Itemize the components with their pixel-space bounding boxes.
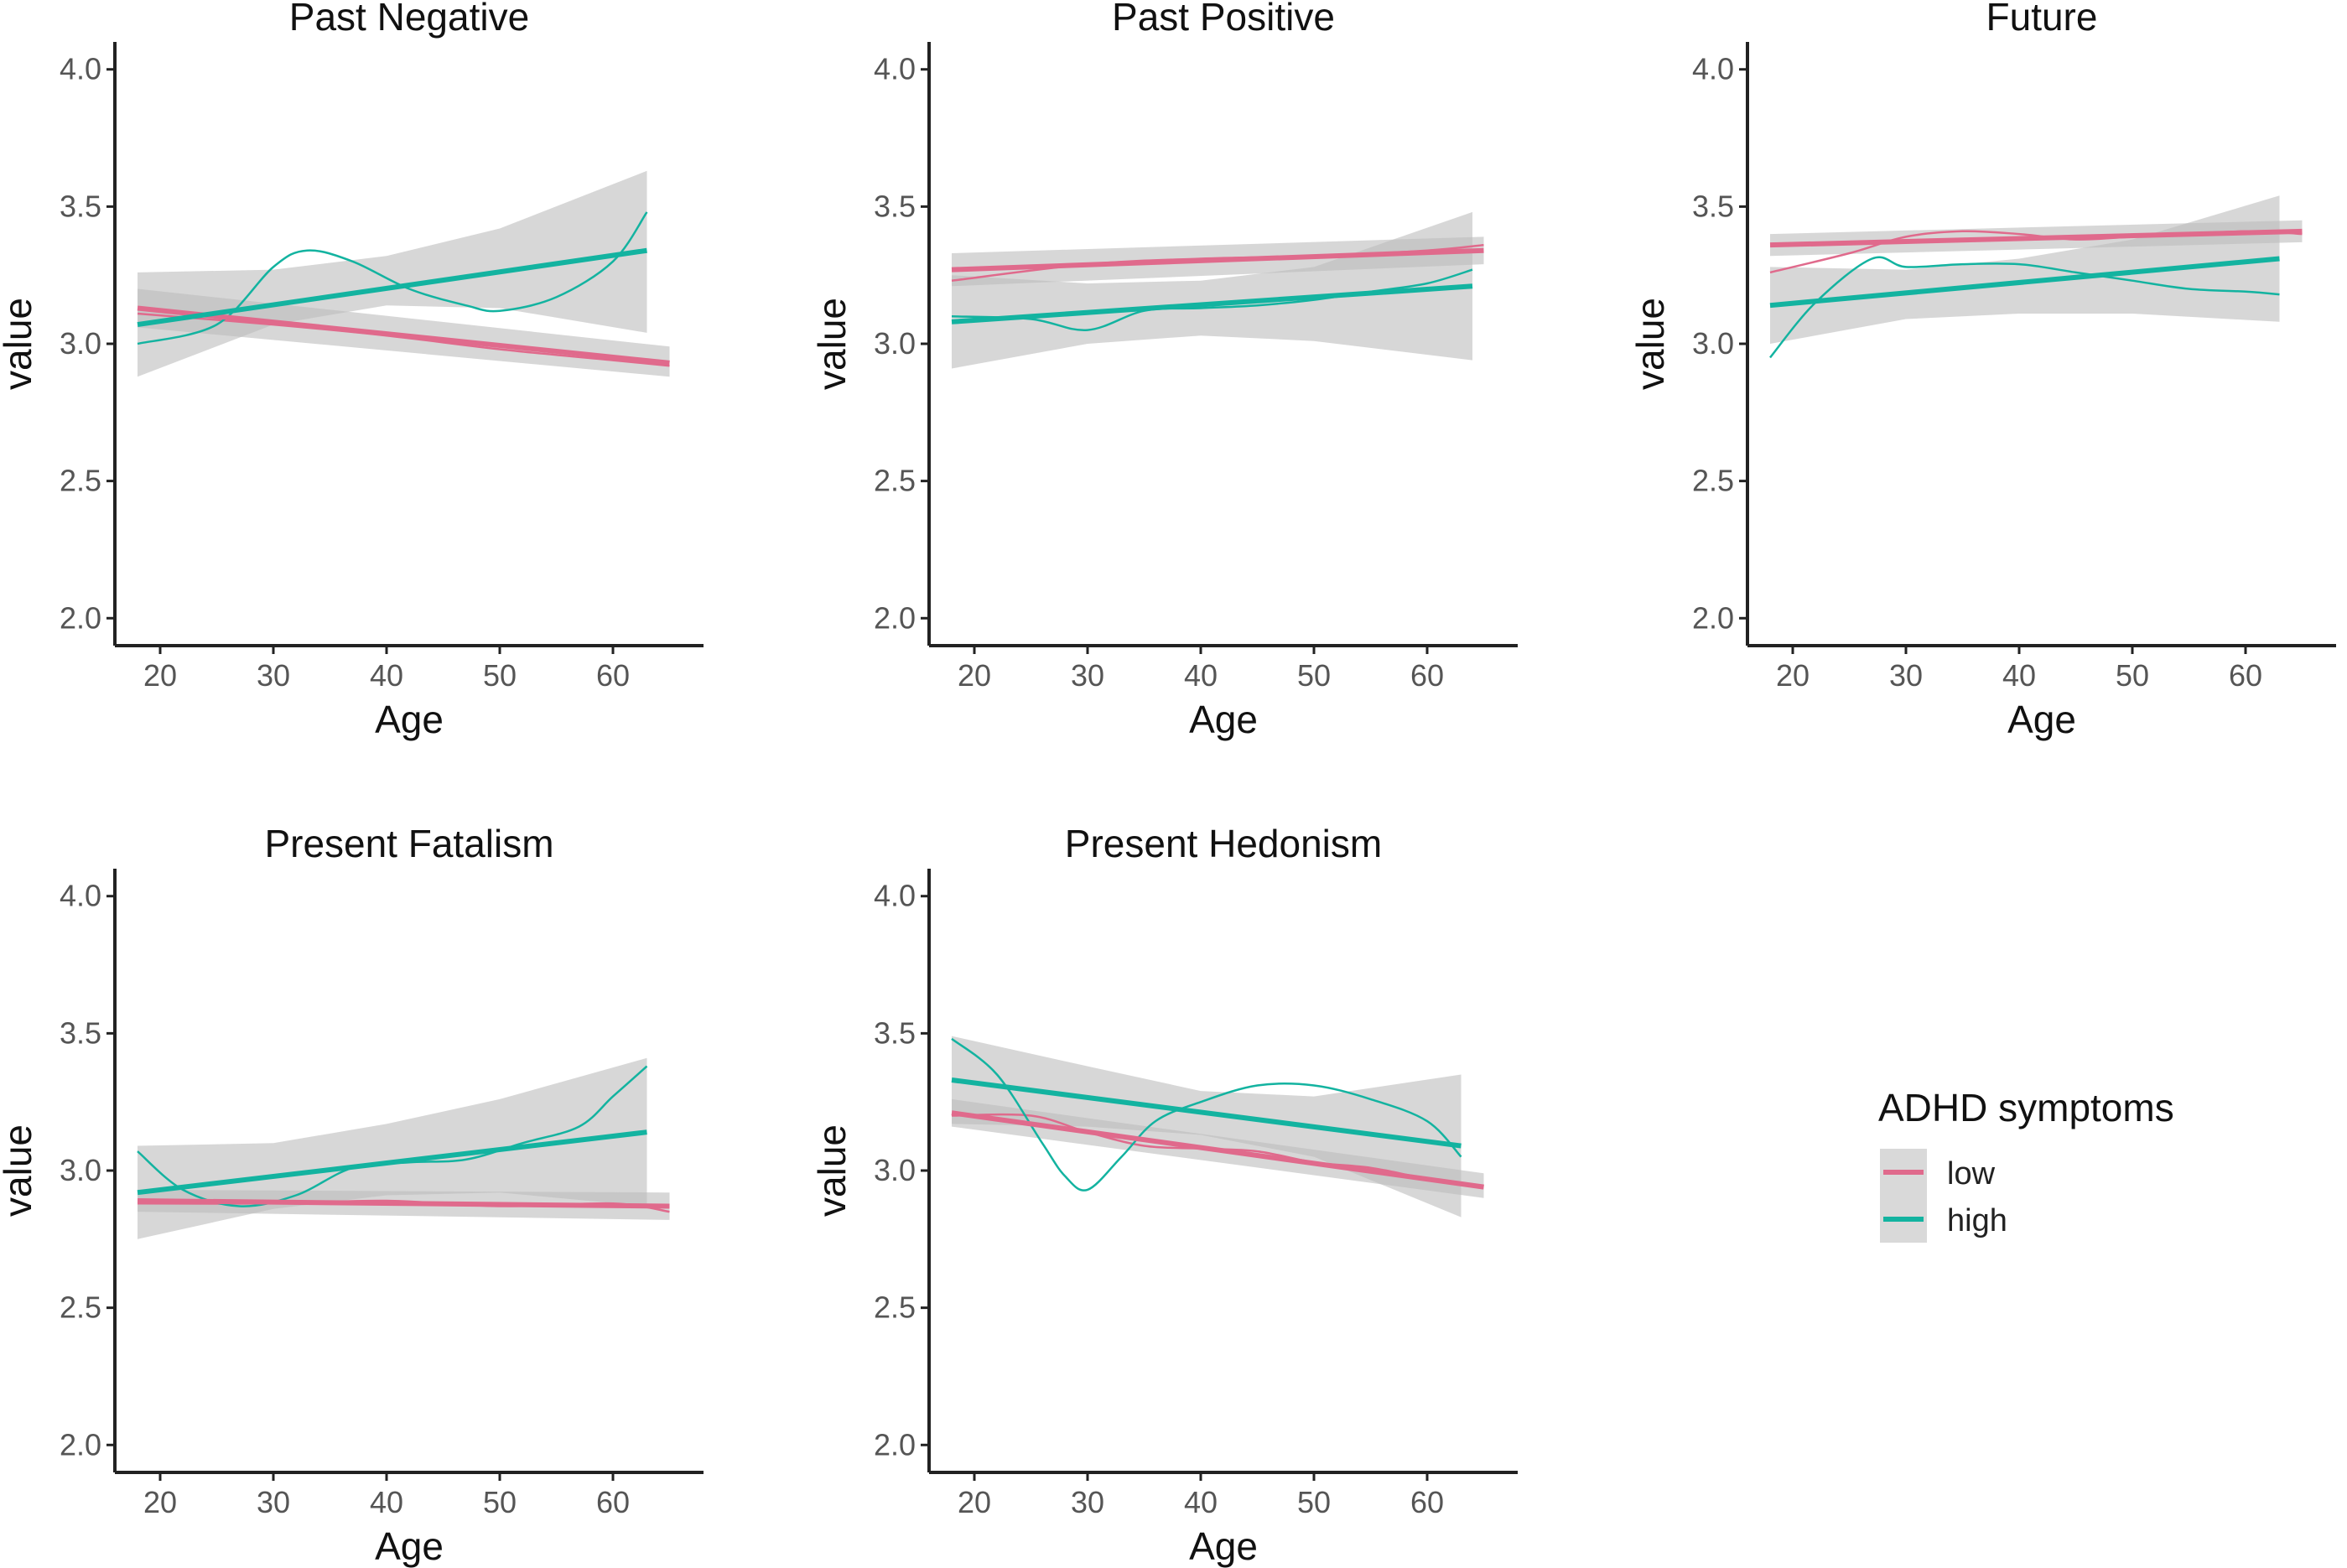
x-tick-label: 40	[1184, 1485, 1218, 1519]
x-axis-label: Age	[1189, 1524, 1258, 1568]
ci-band-high	[1770, 195, 2280, 344]
y-axis-label: value	[1628, 298, 1672, 390]
x-axis-label: Age	[2007, 698, 2076, 741]
x-tick-label: 60	[1410, 658, 1444, 693]
y-tick-label: 3.0	[874, 1153, 916, 1187]
trend-line-high	[951, 283, 1473, 325]
y-tick-label: 3.5	[874, 189, 916, 223]
loess-line-high	[951, 268, 1473, 331]
x-tick-label: 30	[1071, 1485, 1104, 1519]
panel-title: Future	[1986, 0, 2098, 39]
x-tick-label: 20	[958, 1485, 991, 1519]
trend-line-low	[137, 305, 670, 366]
panel-present-hedonism: Present Hedonism 2.0 2.5 3.0 3.5 4.0 20 30 40 50 6…	[810, 822, 1518, 1568]
y-tick-label: 4.0	[1692, 52, 1734, 86]
panel-present-fatalism: Present Fatalism 2.0 2.5 3.0 3.5 4.0 20 30 40 50 6…	[0, 822, 704, 1568]
x-tick-label: 60	[1410, 1485, 1444, 1519]
y-axis-label: value	[810, 298, 854, 390]
ci-band-low	[138, 288, 670, 377]
loess-line-high	[951, 1037, 1462, 1192]
x-tick-label: 40	[370, 658, 403, 693]
y-tick-label: 2.5	[60, 464, 101, 498]
panel-title: Past Negative	[289, 0, 529, 39]
y-tick-label: 3.5	[874, 1015, 916, 1050]
panel-future: Future 2.0 2.5 3.0 3.5 4.0 20 30 40 50 60 Age value	[1628, 0, 2336, 741]
y-tick-label: 3.5	[60, 189, 101, 223]
panel-title: Present Hedonism	[1065, 822, 1382, 865]
y-tick-label: 4.0	[60, 52, 101, 86]
y-tick-label: 2.5	[1692, 464, 1734, 498]
x-tick-label: 20	[143, 658, 177, 693]
panel-title: Present Fatalism	[264, 822, 553, 865]
y-axis-label: value	[0, 1124, 39, 1217]
y-tick-label: 2.5	[874, 1290, 916, 1325]
x-tick-label: 30	[257, 658, 290, 693]
y-tick-label: 2.0	[60, 1427, 101, 1462]
x-tick-label: 40	[1184, 658, 1218, 693]
x-tick-label: 50	[1297, 1485, 1331, 1519]
x-tick-label: 60	[596, 1485, 630, 1519]
x-axis-label: Age	[1189, 698, 1258, 741]
loess-line-high	[1769, 256, 2280, 359]
x-tick-label: 20	[958, 658, 991, 693]
y-tick-label: 2.0	[1692, 600, 1734, 635]
loess-line-high	[137, 211, 648, 345]
trend-line-low	[1769, 228, 2303, 248]
trend-line-high	[1769, 256, 2280, 309]
y-axis-label: value	[810, 1124, 854, 1217]
y-tick-label: 3.5	[1692, 189, 1734, 223]
trend-line-high	[137, 247, 647, 328]
y-tick-label: 3.0	[60, 1153, 101, 1187]
legend-title: ADHD symptoms	[1878, 1086, 2174, 1129]
x-tick-label: 50	[2116, 658, 2149, 693]
y-axis-label: value	[0, 298, 39, 390]
trend-line-high	[137, 1129, 647, 1196]
y-tick-label: 4.0	[874, 52, 916, 86]
x-tick-label: 50	[1297, 658, 1331, 693]
y-tick-label: 4.0	[874, 879, 916, 913]
x-tick-label: 20	[143, 1485, 177, 1519]
y-tick-label: 3.0	[1692, 326, 1734, 361]
y-tick-label: 3.0	[60, 326, 101, 361]
x-tick-label: 50	[483, 658, 517, 693]
x-tick-label: 20	[1776, 658, 1810, 693]
trend-line-low	[137, 1198, 670, 1209]
y-tick-label: 4.0	[60, 879, 101, 913]
ci-band-high	[952, 1036, 1462, 1218]
x-axis-label: Age	[375, 698, 444, 741]
x-tick-label: 30	[1071, 658, 1104, 693]
legend: ADHD symptoms low high	[1860, 1067, 2232, 1259]
trend-line-high	[951, 1077, 1462, 1149]
y-tick-label: 3.0	[874, 326, 916, 361]
y-tick-label: 2.0	[874, 600, 916, 635]
y-tick-label: 2.5	[874, 464, 916, 498]
x-tick-label: 30	[257, 1485, 290, 1519]
x-tick-label: 50	[483, 1485, 517, 1519]
y-tick-label: 2.0	[60, 600, 101, 635]
y-tick-label: 2.0	[874, 1427, 916, 1462]
trend-line-low	[951, 247, 1484, 273]
x-tick-label: 60	[2229, 658, 2262, 693]
x-tick-label: 40	[370, 1485, 403, 1519]
legend-label-low: low	[1947, 1156, 1996, 1192]
y-tick-label: 2.5	[60, 1290, 101, 1325]
x-tick-label: 30	[1889, 658, 1923, 693]
legend-label-high: high	[1947, 1203, 2007, 1238]
y-tick-label: 3.5	[60, 1015, 101, 1050]
panel-title: Past Positive	[1112, 0, 1335, 39]
panel-past-negative: Past Negative 2.0 2.5 3.0 3.5 4.0 20 30 40 50 60 Ag…	[0, 0, 704, 741]
x-tick-label: 40	[2002, 658, 2036, 693]
x-tick-label: 60	[596, 658, 630, 693]
x-axis-label: Age	[375, 1524, 444, 1568]
trend-line-low	[951, 1110, 1484, 1190]
panel-past-positive: Past Positive 2.0 2.5 3.0 3.5 4.0 20 30 40 50 60 Ag…	[810, 0, 1518, 741]
